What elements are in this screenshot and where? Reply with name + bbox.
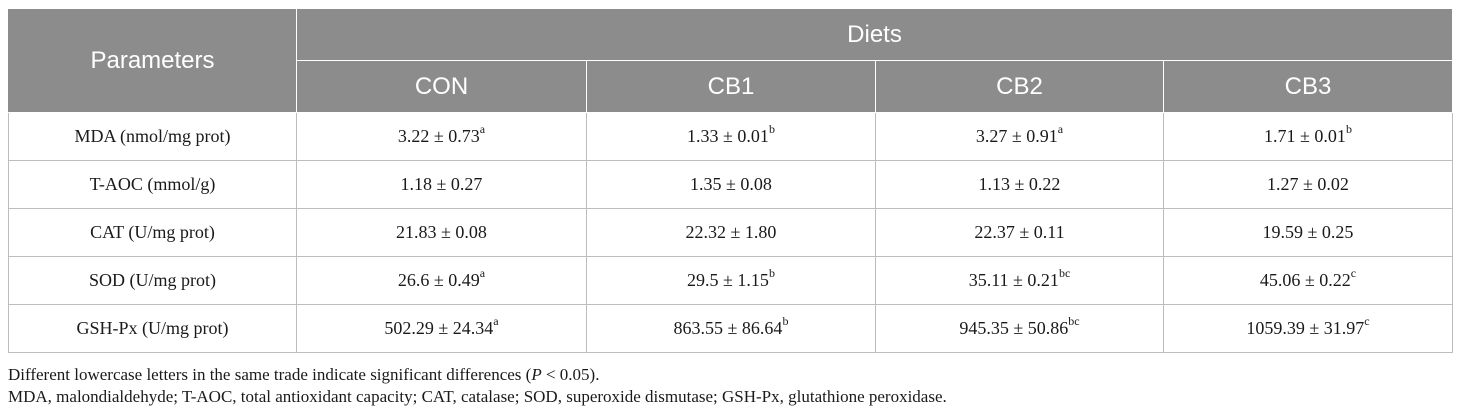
significance-letter: b (768, 266, 775, 280)
cell-value: 3.22 ± 0.73 (397, 126, 480, 146)
column-header-cb1: CB1 (586, 60, 876, 113)
table-cell: 945.35 ± 50.86bc (875, 304, 1164, 353)
table-cell: 1.18 ± 0.27 (296, 160, 587, 209)
table-cell: 1059.39 ± 31.97c (1163, 304, 1453, 353)
table-row: GSH-Px (U/mg prot) 502.29 ± 24.34a 863.5… (8, 304, 1453, 353)
table-row: CAT (U/mg prot) 21.83 ± 0.08 22.32 ± 1.8… (8, 208, 1453, 257)
table-cell: 22.37 ± 0.11 (875, 208, 1164, 257)
table-cell: 3.27 ± 0.91a (875, 112, 1164, 161)
cell-value: 22.37 ± 0.11 (974, 222, 1065, 242)
row-label: T-AOC (mmol/g) (8, 160, 297, 209)
table-cell: 35.11 ± 0.21bc (875, 256, 1164, 305)
table-cell: 22.32 ± 1.80 (586, 208, 876, 257)
antioxidant-table: Parameters Diets CON CB1 CB2 CB3 MDA (nm… (8, 8, 1453, 353)
cell-value: 45.06 ± 0.22 (1259, 270, 1351, 290)
cell-value: 29.5 ± 1.15 (687, 270, 769, 290)
significance-letter: c (1364, 314, 1370, 328)
cell-value: 1.13 ± 0.22 (978, 174, 1061, 194)
footnote-text: Different lowercase letters in the same … (8, 365, 532, 384)
table-cell: 1.35 ± 0.08 (586, 160, 876, 209)
table-cell: 19.59 ± 0.25 (1163, 208, 1453, 257)
row-label: CAT (U/mg prot) (8, 208, 297, 257)
table-row: MDA (nmol/mg prot) 3.22 ± 0.73a 1.33 ± 0… (8, 112, 1453, 161)
cell-value: 1.71 ± 0.01 (1264, 126, 1346, 146)
cell-value: 502.29 ± 24.34 (384, 318, 494, 338)
cell-value: 1.33 ± 0.01 (687, 126, 769, 146)
cell-value: 1.35 ± 0.08 (690, 174, 772, 194)
table-cell: 21.83 ± 0.08 (296, 208, 587, 257)
table-cell: 1.27 ± 0.02 (1163, 160, 1453, 209)
table-body: MDA (nmol/mg prot) 3.22 ± 0.73a 1.33 ± 0… (8, 112, 1453, 353)
table-cell: 45.06 ± 0.22c (1163, 256, 1453, 305)
table-footnotes: Different lowercase letters in the same … (8, 364, 1452, 408)
column-header-cb3: CB3 (1163, 60, 1453, 113)
cell-value: 22.32 ± 1.80 (685, 222, 777, 242)
table-cell: 29.5 ± 1.15b (586, 256, 876, 305)
data-table-container: Parameters Diets CON CB1 CB2 CB3 MDA (nm… (8, 8, 1453, 353)
significance-letter: a (493, 314, 499, 328)
significance-letter: bc (1068, 314, 1080, 328)
footnote-significance: Different lowercase letters in the same … (8, 364, 1452, 386)
p-value-symbol: P (531, 365, 542, 384)
cell-value: 945.35 ± 50.86 (959, 318, 1069, 338)
table-row: T-AOC (mmol/g) 1.18 ± 0.27 1.35 ± 0.08 1… (8, 160, 1453, 209)
table-row: SOD (U/mg prot) 26.6 ± 0.49a 29.5 ± 1.15… (8, 256, 1453, 305)
cell-value: 21.83 ± 0.08 (396, 222, 487, 242)
significance-letter: a (479, 122, 486, 136)
cell-value: 3.27 ± 0.91 (975, 126, 1058, 146)
cell-value: 1.27 ± 0.02 (1267, 174, 1349, 194)
table-cell: 1.33 ± 0.01b (586, 112, 876, 161)
significance-letter: a (479, 266, 486, 280)
table-header: Parameters Diets CON CB1 CB2 CB3 (8, 8, 1453, 113)
cell-value: 863.55 ± 86.64 (673, 318, 783, 338)
significance-letter: c (1350, 266, 1357, 280)
table-cell: 502.29 ± 24.34a (296, 304, 587, 353)
significance-letter: a (1057, 122, 1064, 136)
table-cell: 26.6 ± 0.49a (296, 256, 587, 305)
table-cell: 863.55 ± 86.64b (586, 304, 876, 353)
significance-letter: b (1345, 122, 1352, 136)
footnote-text-end: < 0.05). (541, 365, 600, 384)
column-header-con: CON (296, 60, 587, 113)
table-cell: 1.13 ± 0.22 (875, 160, 1164, 209)
cell-value: 35.11 ± 0.21 (968, 270, 1059, 290)
cell-value: 1059.39 ± 31.97 (1246, 318, 1365, 338)
significance-letter: bc (1058, 266, 1071, 280)
cell-value: 1.18 ± 0.27 (400, 174, 483, 194)
cell-value: 19.59 ± 0.25 (1262, 222, 1354, 242)
footnote-abbreviations: MDA, malondialdehyde; T-AOC, total antio… (8, 387, 947, 406)
row-label: SOD (U/mg prot) (8, 256, 297, 305)
diets-group-header: Diets (296, 8, 1453, 61)
significance-letter: b (782, 314, 789, 328)
row-label: MDA (nmol/mg prot) (8, 112, 297, 161)
column-header-cb2: CB2 (875, 60, 1164, 113)
row-label: GSH-Px (U/mg prot) (8, 304, 297, 353)
table-cell: 1.71 ± 0.01b (1163, 112, 1453, 161)
parameters-header: Parameters (8, 8, 297, 113)
cell-value: 26.6 ± 0.49 (397, 270, 480, 290)
table-cell: 3.22 ± 0.73a (296, 112, 587, 161)
significance-letter: b (768, 122, 775, 136)
